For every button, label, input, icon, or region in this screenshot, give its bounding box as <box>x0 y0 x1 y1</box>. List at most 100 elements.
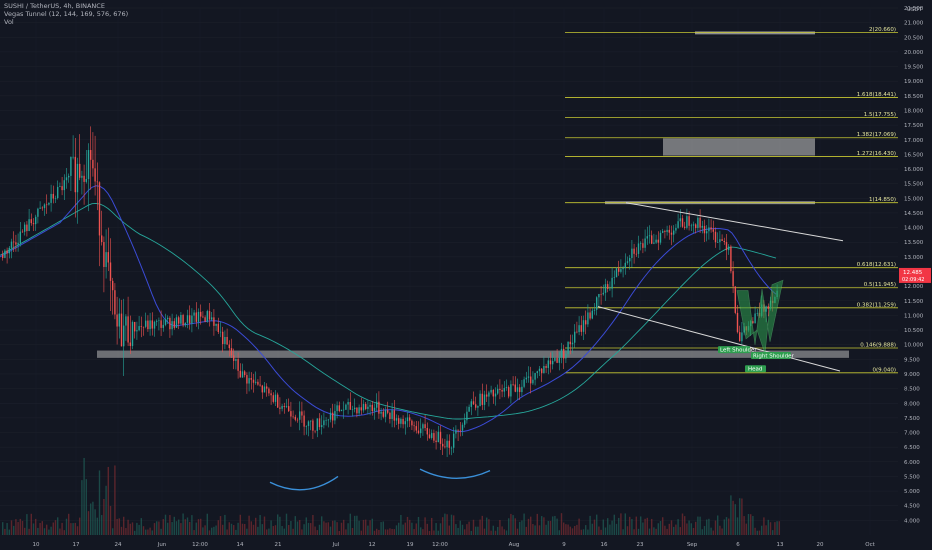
y-tick-label: 13.500 <box>904 240 924 246</box>
volume-bar <box>703 526 706 535</box>
candle-body <box>211 317 213 320</box>
volume-bar <box>171 522 173 535</box>
volume-bar <box>514 518 516 535</box>
candle-body <box>470 401 472 407</box>
candle-body <box>255 381 257 383</box>
candle-body <box>329 412 332 420</box>
candle-body <box>164 318 167 325</box>
volume-bar <box>426 523 428 535</box>
candle-body <box>545 365 547 368</box>
candle-body <box>653 242 655 244</box>
volume-bar <box>706 519 708 535</box>
candle-body <box>123 325 125 347</box>
candle-body <box>578 325 580 333</box>
candle-body <box>424 424 426 429</box>
y-tick-label: 8.000 <box>904 401 920 407</box>
candle-body <box>195 312 197 322</box>
volume-bar <box>490 530 492 535</box>
volume-bar <box>235 529 237 535</box>
volume-bar <box>250 521 252 535</box>
candle-body <box>21 231 24 233</box>
candle-body <box>10 241 13 248</box>
x-tick-label: Oct <box>865 542 875 548</box>
volume-bar <box>497 526 499 535</box>
candle-body <box>274 394 277 402</box>
volume-bar <box>772 530 774 535</box>
candle-body <box>541 368 543 374</box>
volume-bar <box>134 530 136 535</box>
volume-bar <box>424 517 426 535</box>
candle-body <box>565 353 567 359</box>
candle-body <box>767 306 769 309</box>
volume-bar <box>206 513 208 535</box>
candle-body <box>431 433 433 438</box>
y-tick-label: 21.500 <box>904 6 924 12</box>
volume-bar <box>288 524 290 535</box>
candle-body <box>83 175 85 182</box>
volume-bar <box>211 527 213 535</box>
candle-body <box>646 236 648 239</box>
candle-body <box>585 320 587 325</box>
volume-bar <box>761 525 763 535</box>
candle-body <box>279 407 281 409</box>
currency-label: USDT <box>907 7 923 13</box>
x-tick-label: 20 <box>817 542 824 548</box>
resistance-zone-upper <box>663 138 815 156</box>
candle-body <box>723 240 725 243</box>
volume-bar <box>591 523 593 535</box>
candle-body <box>490 389 492 393</box>
volume-bar <box>145 529 147 535</box>
volume-bar <box>417 516 420 535</box>
volume-bar <box>59 528 61 535</box>
candle-body <box>222 331 224 345</box>
candle-body <box>453 433 455 448</box>
volume-bar <box>116 518 118 535</box>
time-axis[interactable]: 10 17 24 Jun 12:00 14 21 Jul 12 19 12:00 Aug 9 16 23 Se… <box>33 542 876 548</box>
volume-bar <box>659 521 662 535</box>
volume-bar <box>37 527 39 535</box>
candle-body <box>94 168 96 182</box>
volume-bar <box>318 524 321 535</box>
volume-bar <box>486 517 488 535</box>
candle-body <box>637 243 640 254</box>
candle-body <box>140 326 142 327</box>
volume-bar <box>378 529 380 535</box>
candle-body <box>116 314 118 327</box>
volume-bar <box>8 529 10 535</box>
candle-body <box>72 156 74 158</box>
volume-bar <box>193 530 195 535</box>
candle-body <box>411 420 413 426</box>
candle-body <box>732 271 734 287</box>
candle-body <box>239 370 241 378</box>
candle-body <box>596 297 598 310</box>
y-tick-label: 10.000 <box>904 343 924 349</box>
candle-body <box>648 235 651 237</box>
volume-bar <box>48 529 50 535</box>
volume-bar <box>406 516 409 535</box>
volume-bar <box>769 522 772 535</box>
volume-bar <box>32 523 35 535</box>
candle-body <box>215 323 217 326</box>
volume-bar <box>525 526 527 535</box>
volume-bar <box>563 522 565 535</box>
head-bg <box>745 365 766 373</box>
candle-body <box>296 419 299 421</box>
candle-body <box>607 284 609 289</box>
candle-body <box>538 368 541 372</box>
candle-body <box>74 156 76 193</box>
volume-bar <box>651 518 653 535</box>
candle-body <box>525 377 527 380</box>
volume-bar <box>459 520 461 535</box>
candle-body <box>131 321 134 346</box>
candle-body <box>6 250 8 254</box>
volume-bar <box>109 505 112 535</box>
candle-body <box>686 216 688 228</box>
candle-body <box>347 402 349 405</box>
volume-bar <box>611 520 613 535</box>
candle-body <box>497 388 499 394</box>
volume-bar <box>624 513 626 535</box>
volume-bar <box>182 513 184 535</box>
candle-body <box>349 402 351 410</box>
